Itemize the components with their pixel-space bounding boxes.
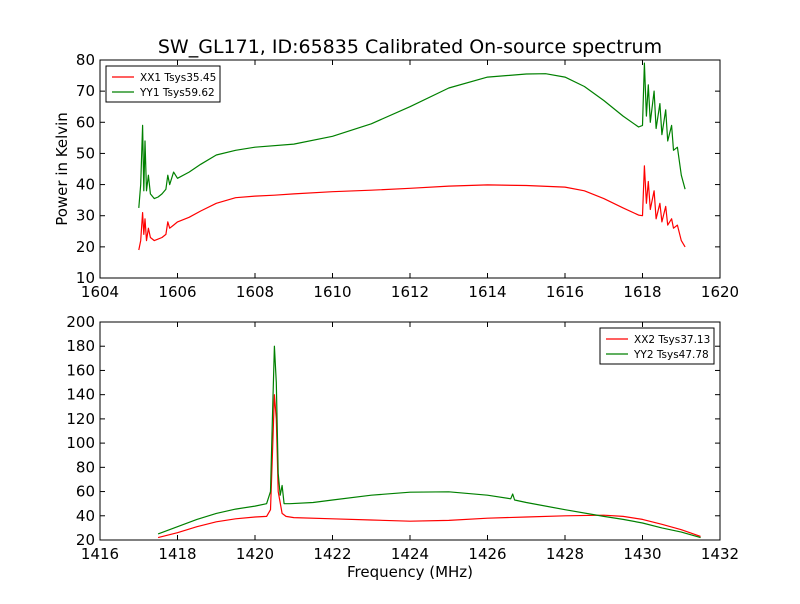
top-x-tick-label: 1604 [81,283,119,301]
bottom-series-line-2 [157,345,701,539]
top-panel-frame [99,59,721,279]
chart-title: SW_GL171, ID:65835 Calibrated On-source … [158,36,662,58]
top-x-tick-label: 1620 [701,283,739,301]
bottom-y-tick-label: 20 [76,531,95,549]
top-y-tick-label: 70 [76,82,95,100]
top-y-tick-label: 80 [76,51,95,69]
top-x-tick-label: 1608 [236,283,274,301]
bottom-panel: 1416 1418 1420 1422 1424 1426 1428 1430 1432 20 40… [66,313,739,563]
bottom-y-tick-label: 160 [66,361,95,379]
bottom-y-tick-label: 180 [66,337,95,355]
y-axis-label: Power in Kelvin [53,112,71,226]
bottom-y-tick-label: 80 [76,458,95,476]
top-x-tick-label: 1606 [158,283,196,301]
bottom-panel-lines [157,345,701,539]
top-y-tick-label: 30 [76,207,95,225]
bottom-x-tick-label: 1422 [313,545,351,563]
bottom-y-tick-label: 140 [66,386,95,404]
top-panel-legend: XX1 Tsys35.45 YY1 Tsys59.62 [105,65,221,103]
top-panel: 1604 1606 1608 1610 1612 1614 1616 1618 1620 10 20… [76,51,739,301]
top-y-tick-label: 40 [76,176,95,194]
x-axis-label: Frequency (MHz) [347,563,473,581]
top-panel-ticks: 1604 1606 1608 1610 1612 1614 1616 1618 1620 10 20… [76,51,739,301]
bottom-legend-label-2: YY2 Tsys47.78 [633,349,709,361]
bottom-x-tick-label: 1424 [391,545,429,563]
bottom-x-tick-label: 1418 [158,545,196,563]
top-x-tick-label: 1618 [623,283,661,301]
bottom-y-tick-label: 100 [66,434,95,452]
bottom-y-tick-label: 200 [66,313,95,331]
bottom-panel-legend: XX2 Tsys37.13 YY2 Tsys47.78 [599,327,715,365]
bottom-x-tick-label: 1416 [81,545,119,563]
top-legend-label-2: YY1 Tsys59.62 [139,87,215,99]
top-series-line-2 [138,62,686,208]
bottom-x-tick-label: 1432 [701,545,739,563]
bottom-x-tick-label: 1426 [468,545,506,563]
bottom-y-tick-label: 60 [76,483,95,501]
bottom-y-tick-label: 120 [66,410,95,428]
top-x-tick-label: 1612 [391,283,429,301]
bottom-panel-ticks: 1416 1418 1420 1422 1424 1426 1428 1430 1432 20 40… [66,313,739,563]
top-panel-lines [138,62,686,251]
bottom-legend-label-1: XX2 Tsys37.13 [634,334,710,346]
bottom-x-tick-label: 1430 [623,545,661,563]
top-legend-box [105,65,221,103]
top-y-tick-label: 50 [76,144,95,162]
bottom-panel-frame [99,321,721,541]
bottom-legend-box [599,327,715,365]
top-x-tick-label: 1616 [546,283,584,301]
top-y-tick-label: 10 [76,269,95,287]
bottom-x-tick-label: 1428 [546,545,584,563]
top-series-line-1 [138,165,686,251]
top-x-tick-label: 1610 [313,283,351,301]
top-y-tick-label: 60 [76,113,95,131]
bottom-series-line-1 [157,394,701,539]
bottom-x-tick-label: 1420 [236,545,274,563]
bottom-y-tick-label: 40 [76,507,95,525]
top-legend-label-1: XX1 Tsys35.45 [140,72,216,84]
top-y-tick-label: 20 [76,238,95,256]
top-x-tick-label: 1614 [468,283,506,301]
